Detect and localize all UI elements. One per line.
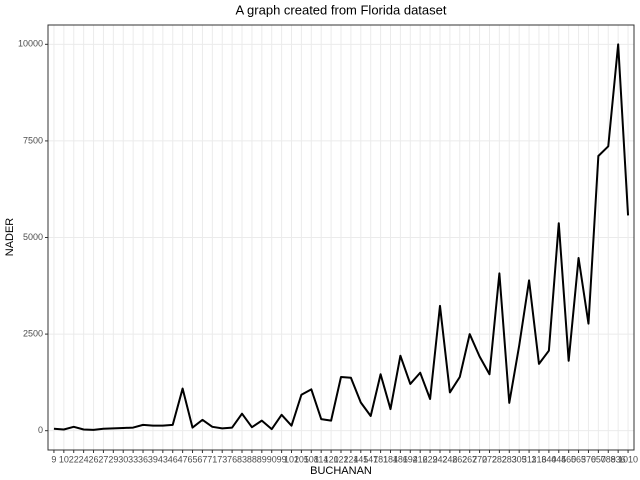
x-tick-label: 184 <box>383 454 398 464</box>
x-tick-label: 262 <box>452 454 467 464</box>
x-tick-label: 88 <box>247 454 257 464</box>
x-tick-label: 108 <box>304 454 319 464</box>
x-tick-label: 22 <box>69 454 79 464</box>
x-tick-label: 340 <box>541 454 556 464</box>
x-tick-label: 10 <box>59 454 69 464</box>
x-tick-label: 43 <box>158 454 168 464</box>
x-tick-label: 570 <box>581 454 596 464</box>
x-tick-label: 267 <box>462 454 477 464</box>
x-tick-label: 650 <box>591 454 606 464</box>
x-tick-label: 836 <box>611 454 626 464</box>
x-tick-label: 311 <box>522 454 536 464</box>
x-tick-label: 24 <box>79 454 89 464</box>
x-tick-label: 563 <box>571 454 586 464</box>
x-tick-label: 122 <box>333 454 348 464</box>
x-tick-label: 248 <box>442 454 457 464</box>
y-tick-label: 5000 <box>23 232 43 242</box>
data-line <box>53 43 630 431</box>
x-tick-label: 47 <box>178 454 188 464</box>
x-tick-label: 114 <box>314 454 328 464</box>
x-tick-label: 194 <box>403 454 418 464</box>
y-tick-label: 2500 <box>23 328 43 338</box>
x-tick-label: 46 <box>168 454 178 464</box>
x-tick-label: 147 <box>363 454 378 464</box>
x-tick-label: 305 <box>512 454 527 464</box>
x-tick-label: 29 <box>108 454 118 464</box>
x-tick-label: 1010 <box>618 454 638 464</box>
x-tick-label: 71 <box>207 454 217 464</box>
y-tick-label: 7500 <box>23 135 43 145</box>
x-tick-label: 445 <box>551 454 566 464</box>
x-tick-label: 272 <box>482 454 497 464</box>
x-tick-label: 105 <box>294 454 309 464</box>
x-tick-label: 316 <box>531 454 546 464</box>
x-tick-label: 9 <box>51 454 56 464</box>
x-tick-label: 76 <box>227 454 237 464</box>
x-tick-label: 73 <box>217 454 227 464</box>
x-tick-label: 67 <box>197 454 207 464</box>
y-tick-label: 10000 <box>18 39 43 49</box>
x-tick-label: 186 <box>393 454 408 464</box>
x-tick-label: 30 <box>118 454 128 464</box>
x-tick-label: 39 <box>148 454 158 464</box>
x-tick-label: 124 <box>343 454 358 464</box>
chart-title: A graph created from Florida dataset <box>235 2 446 17</box>
x-tick-label: 283 <box>502 454 517 464</box>
x-tick-label: 33 <box>128 454 138 464</box>
x-tick-label: 65 <box>188 454 198 464</box>
x-tick-label: 27 <box>98 454 108 464</box>
x-tick-label: 242 <box>432 454 447 464</box>
x-tick-label: 216 <box>413 454 428 464</box>
x-tick-label: 102 <box>284 454 299 464</box>
x-axis-label: BUCHANAN <box>310 465 372 477</box>
x-tick-label: 789 <box>601 454 616 464</box>
x-tick-label: 181 <box>373 454 388 464</box>
y-axis-label: NADER <box>4 218 16 257</box>
y-tick-label: 0 <box>38 425 43 435</box>
panel-border <box>47 24 635 451</box>
x-tick-label: 229 <box>423 454 438 464</box>
x-tick-label: 270 <box>472 454 487 464</box>
x-tick-label: 36 <box>138 454 148 464</box>
x-tick-label: 90 <box>267 454 277 464</box>
x-tick-label: 99 <box>277 454 287 464</box>
x-tick-label: 89 <box>257 454 267 464</box>
x-tick-label: 145 <box>353 454 368 464</box>
x-tick-label: 120 <box>324 454 339 464</box>
x-tick-label: 26 <box>89 454 99 464</box>
x-tick-label: 83 <box>237 454 247 464</box>
x-tick-label: 282 <box>492 454 507 464</box>
x-tick-label: 460 <box>561 454 576 464</box>
